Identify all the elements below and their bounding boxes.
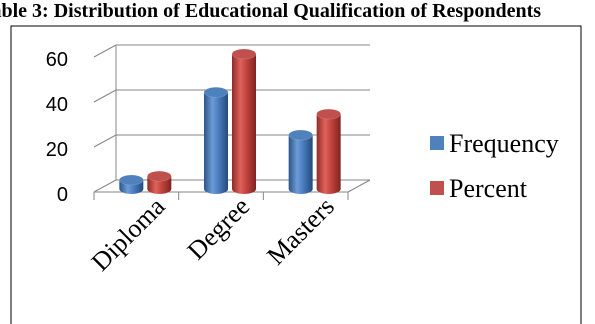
bar-top <box>119 174 144 186</box>
y-tick-label: 60 <box>46 49 68 71</box>
category-label: Degree <box>182 192 256 266</box>
bar-body <box>316 114 341 194</box>
legend-swatch <box>430 181 444 195</box>
legend: Frequency Percent <box>430 129 559 203</box>
category-label: Masters <box>261 192 340 271</box>
gridline-side <box>93 134 117 148</box>
bar-frequency-degree <box>203 87 229 194</box>
y-tick-label: 40 <box>46 94 68 116</box>
bar-top <box>288 129 313 141</box>
y-tick-label: 20 <box>46 139 68 161</box>
bar-body <box>147 176 172 194</box>
gridline-side <box>93 44 117 58</box>
bar-top <box>231 48 257 60</box>
bar-top <box>147 170 172 182</box>
bar-percent-masters <box>316 108 341 194</box>
chart-title: Table 3: Distribution of Educational Qua… <box>0 0 541 22</box>
bar-top <box>316 108 341 120</box>
gridline-side <box>93 89 117 103</box>
bars <box>119 48 341 194</box>
legend-label: Percent <box>449 174 528 203</box>
category-label: Diploma <box>86 191 171 276</box>
y-axis-ticks: 0 20 40 60 <box>46 49 68 206</box>
bar-percent-degree <box>231 48 257 194</box>
x-axis-categories: Diploma Degree Masters <box>86 191 340 276</box>
legend-swatch <box>430 136 444 150</box>
legend-label: Frequency <box>449 129 559 158</box>
bar-percent-diploma <box>147 170 172 194</box>
bar-body <box>204 92 228 194</box>
bar-body <box>232 54 256 194</box>
bar-frequency-diploma <box>119 174 144 194</box>
bar-frequency-masters <box>288 129 313 194</box>
gridline-side <box>93 179 117 193</box>
bar-body <box>288 135 313 194</box>
floor-edge <box>347 179 371 193</box>
chart-frame <box>10 25 582 324</box>
y-tick-label: 0 <box>57 184 68 206</box>
bar-top <box>203 87 229 98</box>
